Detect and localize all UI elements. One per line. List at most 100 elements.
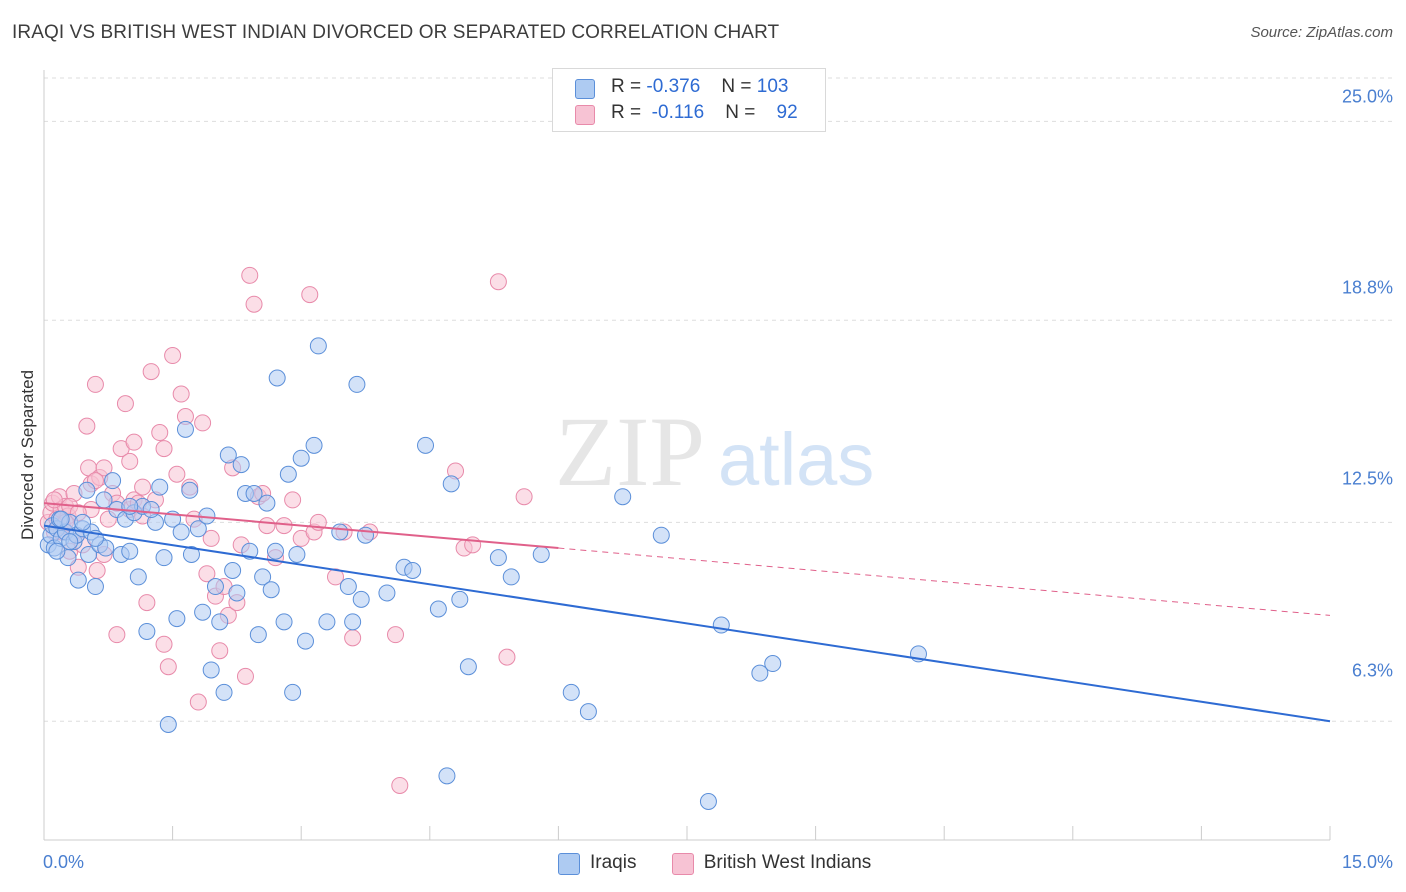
x-tick-max: 15.0% — [1341, 852, 1393, 872]
bwi-point — [236, 667, 254, 685]
iraqi-point — [352, 590, 370, 608]
iraqi-point — [442, 475, 460, 493]
iraqi-point — [194, 603, 212, 621]
axes — [43, 70, 1331, 841]
iraqi-point — [712, 616, 730, 634]
bwi-point — [245, 295, 263, 313]
iraqi-point — [562, 683, 580, 701]
iraqi-point — [288, 545, 306, 563]
bwi-point — [108, 626, 126, 644]
bwi-point — [121, 452, 139, 470]
iraqi-point — [378, 584, 396, 602]
iraqi-point — [206, 578, 224, 596]
iraqi-point — [159, 716, 177, 733]
iraqi-point — [121, 542, 139, 560]
bwi-point — [125, 433, 143, 451]
iraqi-point — [309, 337, 327, 355]
bwi-point — [202, 529, 220, 547]
stats-swatch-blue — [575, 79, 595, 99]
iraqi-point — [429, 600, 447, 618]
legend-swatch-pink — [671, 853, 694, 875]
iraqi-point — [78, 481, 96, 499]
bwi-point — [387, 626, 405, 644]
iraqi-point — [404, 562, 422, 579]
bwi-point — [284, 491, 302, 509]
bwi-point — [515, 488, 533, 506]
iraqi-point — [215, 683, 233, 701]
stats-n-label: N = — [725, 102, 756, 123]
iraqi-point — [438, 767, 456, 785]
iraqi-point — [262, 581, 280, 599]
bwi-point — [344, 629, 362, 647]
iraqi-point — [254, 568, 272, 586]
bwi-point — [172, 385, 190, 403]
iraqi-point — [228, 584, 246, 602]
iraqi-point — [151, 478, 169, 496]
iraqi-point — [652, 526, 670, 544]
bwi-point — [159, 658, 177, 676]
iraqi-point — [279, 465, 297, 483]
legend-item-bwi[interactable]: British West Indians — [671, 852, 872, 875]
iraqi-point — [331, 523, 349, 541]
legend-item-iraqis[interactable]: Iraqis — [558, 852, 636, 875]
bwi-point — [86, 375, 104, 393]
iraqi-point — [241, 542, 259, 560]
trend-line-bwi-extension — [558, 547, 1331, 616]
bwi-point — [116, 395, 134, 413]
stats-n-label: N = — [721, 76, 752, 97]
iraqi-point — [357, 526, 374, 544]
iraqi-point — [451, 590, 469, 608]
bwi-point — [45, 491, 63, 509]
stats-n-value: 103 — [756, 76, 789, 97]
stats-box: R = -0.376 N = 103 R = -0.116 N = 92 — [552, 68, 826, 132]
trend-lines — [43, 502, 1331, 723]
iraqi-point — [579, 703, 597, 721]
iraqi-point — [176, 420, 194, 438]
bwi-point — [78, 417, 96, 435]
iraqi-point — [284, 683, 302, 701]
iraqi-point — [104, 472, 122, 490]
bwi-point — [142, 363, 160, 381]
iraqi-point — [172, 523, 190, 541]
iraqi-point — [86, 578, 104, 596]
iraqi-point — [52, 510, 70, 528]
iraqi-point — [751, 664, 769, 682]
bwi-point — [189, 693, 207, 711]
watermark-zip: ZIP — [555, 396, 705, 507]
iraqi-point — [258, 494, 276, 512]
iraqi-point — [138, 622, 156, 640]
iraqi-point — [48, 542, 66, 560]
iraqi-point — [245, 485, 263, 502]
iraqi-point — [489, 549, 507, 567]
watermark-atlas: atlas — [718, 418, 874, 501]
iraqi-point — [699, 793, 717, 810]
iraqi-point — [318, 613, 336, 631]
iraqi-point — [344, 613, 362, 631]
stats-r-value: -0.376 — [646, 76, 701, 97]
iraqi-point — [181, 481, 199, 499]
bwi-point — [155, 635, 173, 653]
bwi-point — [151, 424, 169, 442]
iraqi-point — [168, 610, 186, 628]
iraqi-point — [232, 456, 250, 474]
legend-swatch-blue — [558, 853, 580, 875]
y-tick-18-8: 18.8% — [1341, 277, 1393, 298]
x-tick-min: 0.0% — [43, 852, 85, 872]
iraqi-point — [249, 626, 267, 644]
iraqi-point — [189, 520, 207, 538]
iraqi-point — [155, 549, 173, 567]
iraqi-point — [69, 571, 87, 589]
bwi-point — [88, 562, 106, 579]
iraqi-point — [305, 436, 323, 454]
iraqi-point — [129, 568, 147, 586]
iraqi-point — [348, 375, 366, 393]
legend-label-bwi: British West Indians — [703, 852, 872, 873]
iraqi-point — [268, 369, 286, 387]
y-tick-12-5: 12.5% — [1341, 468, 1393, 489]
bwi-point — [134, 478, 152, 496]
iraqi-point — [74, 513, 92, 531]
chart-title: IRAQI VS BRITISH WEST INDIAN DIVORCED OR… — [12, 22, 780, 43]
iraqi-point — [142, 501, 160, 519]
iraqi-point — [266, 542, 284, 560]
bwi-point — [164, 347, 182, 365]
